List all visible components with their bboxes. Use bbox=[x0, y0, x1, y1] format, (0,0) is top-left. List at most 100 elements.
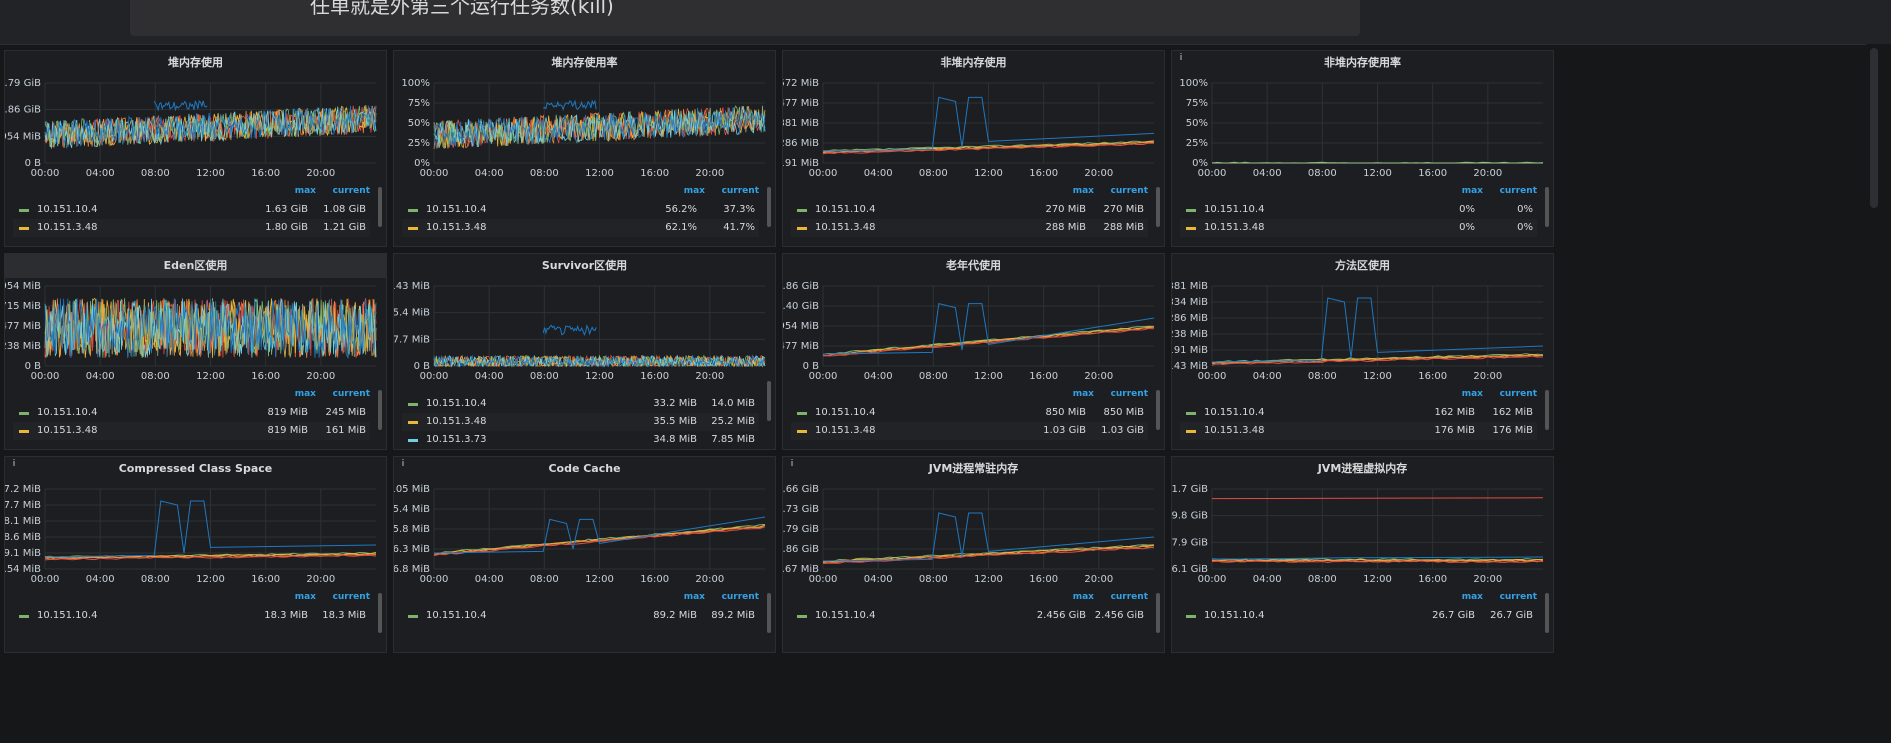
legend-row[interactable]: 10.151.3.48 176 MiB 176 MiB bbox=[1180, 422, 1537, 440]
legend-scrollbar[interactable] bbox=[378, 593, 382, 633]
panel-title[interactable]: JVM进程常驻内存 bbox=[928, 462, 1019, 475]
legend-scrollbar[interactable] bbox=[767, 381, 771, 421]
panel-title[interactable]: Code Cache bbox=[548, 462, 621, 475]
panel-title[interactable]: 堆内存使用 bbox=[168, 56, 223, 69]
legend-max-header[interactable]: max bbox=[1072, 186, 1094, 196]
panel[interactable]: Eden区使用 954 MiB 715 MiB 477 MiB 238 MiB 0 B00… bbox=[4, 253, 387, 450]
legend-max-header[interactable]: max bbox=[1461, 186, 1483, 196]
scrollbar-thumb[interactable] bbox=[1870, 48, 1878, 208]
legend-row[interactable]: 10.151.10.4 2.456 GiB 2.456 GiB bbox=[791, 607, 1148, 625]
timeseries-graph[interactable]: 100% 75% 50% 25% 0%00:00 04:00 08:00 12:00 16:00… bbox=[394, 75, 776, 193]
y-tick-label: 191 MiB bbox=[783, 158, 819, 169]
legend-row[interactable]: 10.151.10.4 18.3 MiB 18.3 MiB bbox=[13, 607, 370, 625]
legend-row[interactable]: 10.151.3.73 34.8 MiB 7.85 MiB bbox=[402, 431, 759, 449]
panel-title[interactable]: 非堆内存使用 bbox=[940, 56, 1007, 69]
panel[interactable]: Survivor区使用 143 MiB 95.4 MiB 47.7 MiB 0 B00:… bbox=[393, 253, 776, 450]
legend-current-header[interactable]: current bbox=[1110, 592, 1148, 602]
legend-row[interactable]: 10.151.10.4 1.63 GiB 1.08 GiB bbox=[13, 201, 370, 219]
legend-max-header[interactable]: max bbox=[1072, 592, 1094, 602]
x-tick-label: 16:00 bbox=[1029, 168, 1058, 179]
panel[interactable]: 老年代使用 1.86 GiB 1.40 GiB 954 MiB 477 MiB 0 B00… bbox=[782, 253, 1165, 450]
series-current: 0% bbox=[1517, 204, 1533, 215]
panel[interactable]: Compressed Class Space i 57.2 MiB 47.7 MiB 3… bbox=[4, 456, 387, 653]
legend-max-header[interactable]: max bbox=[294, 186, 316, 196]
panel-title[interactable]: JVM进程虚拟内存 bbox=[1317, 462, 1408, 475]
legend-scrollbar[interactable] bbox=[1156, 187, 1160, 227]
panel[interactable]: 方法区使用 381 MiB 334 MiB 286 MiB 238 MiB 191 MiB… bbox=[1171, 253, 1554, 450]
info-icon[interactable]: i bbox=[1179, 53, 1183, 63]
timeseries-graph[interactable]: 954 MiB 715 MiB 477 MiB 238 MiB 0 B00:00 04:0… bbox=[5, 278, 387, 396]
panel-title[interactable]: Eden区使用 bbox=[5, 254, 386, 278]
legend-max-header[interactable]: max bbox=[1461, 389, 1483, 399]
legend-max-header[interactable]: max bbox=[1461, 592, 1483, 602]
legend-row[interactable]: 10.151.3.48 35.5 MiB 25.2 MiB bbox=[402, 413, 759, 431]
timeseries-graph[interactable]: 4.66 GiB 3.73 GiB 2.79 GiB 1.86 GiB 953.67 M… bbox=[783, 481, 1165, 599]
timeseries-graph[interactable]: 143 MiB 95.4 MiB 47.7 MiB 0 B00:00 04:00 08:0… bbox=[394, 278, 776, 396]
legend-scrollbar[interactable] bbox=[1545, 390, 1549, 430]
page-scrollbar[interactable] bbox=[1866, 44, 1891, 743]
legend-max-header[interactable]: max bbox=[294, 592, 316, 602]
info-icon[interactable]: i bbox=[401, 459, 405, 469]
legend-scrollbar[interactable] bbox=[1545, 187, 1549, 227]
legend-row[interactable]: 10.151.3.48 0% 0% bbox=[1180, 219, 1537, 237]
panel-title[interactable]: Survivor区使用 bbox=[541, 259, 628, 272]
legend-max-header[interactable]: max bbox=[1072, 389, 1094, 399]
legend-row[interactable]: 10.151.10.4 850 MiB 850 MiB bbox=[791, 404, 1148, 422]
legend-current-header[interactable]: current bbox=[1499, 592, 1537, 602]
info-icon[interactable]: i bbox=[12, 459, 16, 469]
legend-scrollbar[interactable] bbox=[1156, 390, 1160, 430]
legend-row[interactable]: 10.151.10.4 26.7 GiB 26.7 GiB bbox=[1180, 607, 1537, 625]
panel-title[interactable]: 非堆内存使用率 bbox=[1324, 56, 1401, 69]
panel[interactable]: 非堆内存使用 572 MiB 477 MiB 381 MiB 286 MiB 191 Mi… bbox=[782, 50, 1165, 247]
legend-current-header[interactable]: current bbox=[1499, 389, 1537, 399]
legend-current-header[interactable]: current bbox=[721, 592, 759, 602]
panel-title[interactable]: 堆内存使用率 bbox=[551, 56, 618, 69]
legend-current-header[interactable]: current bbox=[1110, 186, 1148, 196]
legend-row[interactable]: 10.151.10.4 819 MiB 245 MiB bbox=[13, 404, 370, 422]
legend-row[interactable]: 10.151.10.4 0% 0% bbox=[1180, 201, 1537, 219]
legend-row[interactable]: 10.151.10.4 162 MiB 162 MiB bbox=[1180, 404, 1537, 422]
legend-current-header[interactable]: current bbox=[1110, 389, 1148, 399]
legend-scrollbar[interactable] bbox=[767, 187, 771, 227]
legend-row[interactable]: 10.151.3.48 819 MiB 161 MiB bbox=[13, 422, 370, 440]
legend-scrollbar[interactable] bbox=[378, 390, 382, 430]
legend-current-header[interactable]: current bbox=[1499, 186, 1537, 196]
timeseries-graph[interactable]: 1.86 GiB 1.40 GiB 954 MiB 477 MiB 0 B00:00 04… bbox=[783, 278, 1165, 396]
legend-row[interactable]: 10.151.3.48 288 MiB 288 MiB bbox=[791, 219, 1148, 237]
legend-scrollbar[interactable] bbox=[1545, 593, 1549, 633]
legend-row[interactable]: 10.151.10.4 89.2 MiB 89.2 MiB bbox=[402, 607, 759, 625]
legend-current-header[interactable]: current bbox=[332, 186, 370, 196]
legend-scrollbar[interactable] bbox=[378, 187, 382, 227]
panel[interactable]: JVM进程虚拟内存 31.7 GiB 29.8 GiB 27.9 GiB 26.1 Gi… bbox=[1171, 456, 1554, 653]
legend-current-header[interactable]: current bbox=[332, 592, 370, 602]
legend-max-header[interactable]: max bbox=[683, 186, 705, 196]
legend-row[interactable]: 10.151.10.4 56.2% 37.3% bbox=[402, 201, 759, 219]
legend-row[interactable]: 10.151.10.4 33.2 MiB 14.0 MiB bbox=[402, 395, 759, 413]
timeseries-graph[interactable]: 100% 75% 50% 25% 0%00:00 04:00 08:00 12:00 16:00… bbox=[1172, 75, 1554, 193]
legend-current-header[interactable]: current bbox=[332, 389, 370, 399]
legend-max-header[interactable]: max bbox=[683, 592, 705, 602]
timeseries-graph[interactable]: 2.79 GiB 1.86 GiB 954 MiB 0 B00:00 04:00 08:0… bbox=[5, 75, 387, 193]
legend-max-header[interactable]: max bbox=[294, 389, 316, 399]
legend-current-header[interactable]: current bbox=[721, 186, 759, 196]
panel[interactable]: Code Cache i 105 MiB 95.4 MiB 85.8 MiB 76.3 M… bbox=[393, 456, 776, 653]
timeseries-graph[interactable]: 381 MiB 334 MiB 286 MiB 238 MiB 191 MiB 143 M… bbox=[1172, 278, 1554, 396]
panel-title[interactable]: Compressed Class Space bbox=[118, 462, 273, 475]
legend-scrollbar[interactable] bbox=[1156, 593, 1160, 633]
legend-row[interactable]: 10.151.3.48 1.03 GiB 1.03 GiB bbox=[791, 422, 1148, 440]
legend-row[interactable]: 10.151.3.48 1.80 GiB 1.21 GiB bbox=[13, 219, 370, 237]
panel[interactable]: 非堆内存使用率 i 100% 75% 50% 25% 0% 00:00 04:00 08:00 12… bbox=[1171, 50, 1554, 247]
panel[interactable]: 堆内存使用 2.79 GiB 1.86 GiB 954 MiB 0 B00:00 04:0… bbox=[4, 50, 387, 247]
panel-title[interactable]: 方法区使用 bbox=[1335, 259, 1390, 272]
legend-row[interactable]: 10.151.10.4 270 MiB 270 MiB bbox=[791, 201, 1148, 219]
panel-title[interactable]: 老年代使用 bbox=[946, 259, 1001, 272]
timeseries-graph[interactable]: 572 MiB 477 MiB 381 MiB 286 MiB 191 MiB00:00… bbox=[783, 75, 1165, 193]
panel[interactable]: JVM进程常驻内存 i 4.66 GiB 3.73 GiB 2.79 GiB 1.86 G… bbox=[782, 456, 1165, 653]
legend-row[interactable]: 10.151.3.48 62.1% 41.7% bbox=[402, 219, 759, 237]
timeseries-graph[interactable]: 57.2 MiB 47.7 MiB 38.1 MiB 28.6 MiB 19.1 MiB… bbox=[5, 481, 387, 599]
legend-scrollbar[interactable] bbox=[767, 593, 771, 633]
panel[interactable]: 堆内存使用率 100% 75% 50% 25% 0% 00:00 04:00 08:00 12:0… bbox=[393, 50, 776, 247]
info-icon[interactable]: i bbox=[790, 459, 794, 469]
